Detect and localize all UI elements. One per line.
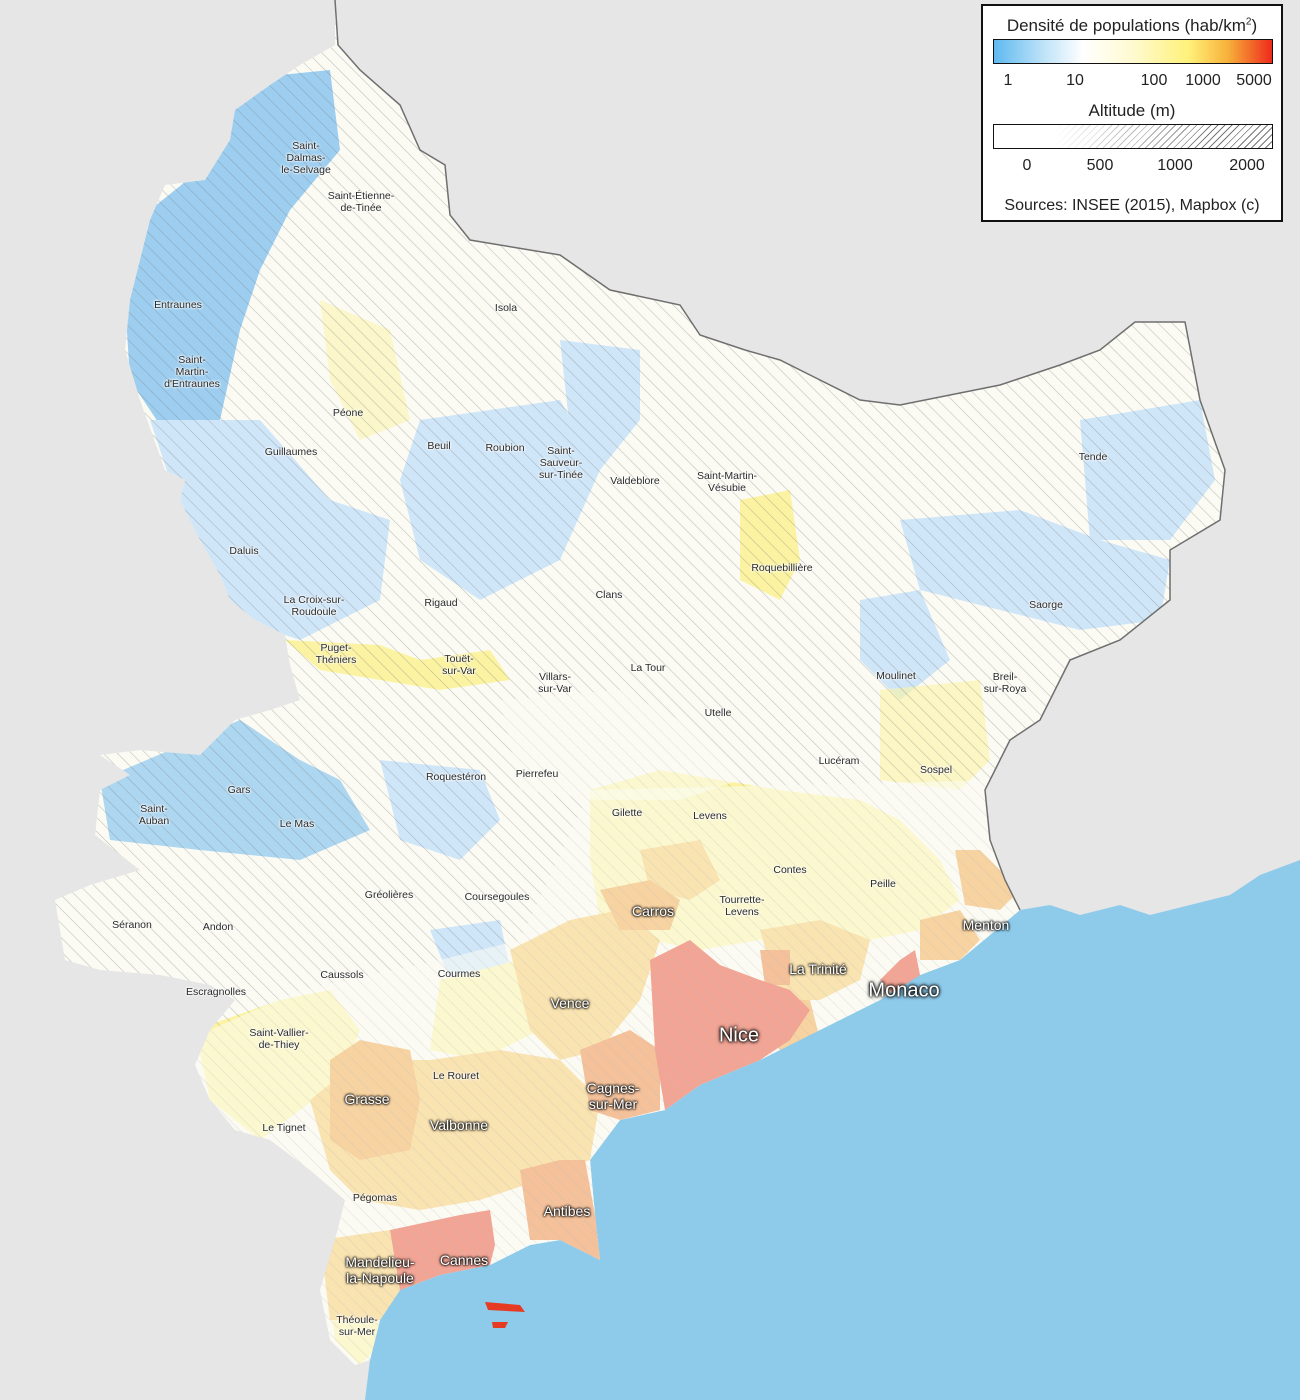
- altitude-hatch-bar: [993, 124, 1273, 149]
- place-label: Saint- Dalmas- le-Selvage: [281, 139, 331, 177]
- altitude-legend-title: Altitude (m): [1088, 101, 1176, 120]
- place-label: Cagnes- sur-Mer: [586, 1079, 640, 1112]
- place-label: Escragnolles: [185, 985, 247, 998]
- altitude-tick: 500: [1086, 157, 1114, 174]
- place-label: Pégomas: [352, 1191, 398, 1204]
- place-label: Monaco: [868, 979, 940, 1002]
- place-label: Gréolières: [364, 888, 414, 901]
- place-label: Gars: [227, 783, 251, 796]
- place-label: Tourrette- Levens: [719, 893, 765, 918]
- place-label: La Croix-sur- Roudoule: [283, 593, 345, 618]
- place-label: Saint- Sauveur- sur-Tinée: [539, 444, 583, 482]
- place-label: Le Rouret: [432, 1069, 480, 1082]
- place-label: Mandelieu- la-Napoule: [345, 1253, 415, 1286]
- legend: Densité de populations (hab/km2) 1 10 10…: [981, 4, 1283, 222]
- sources-note: Sources: INSEE (2015), Mapbox (c): [1004, 197, 1260, 214]
- altitude-tick: 2000: [1229, 157, 1265, 174]
- place-label: Gilette: [611, 806, 643, 819]
- place-label: Entraunes: [154, 298, 202, 311]
- place-label: Clans: [595, 588, 623, 601]
- place-label: Andon: [202, 920, 234, 933]
- density-tick: 100: [1140, 72, 1168, 89]
- altitude-tick: 1000: [1157, 157, 1193, 174]
- lerins-island-small: [492, 1322, 508, 1328]
- place-label: Roquestéron: [425, 770, 487, 783]
- place-label: Carros: [631, 902, 675, 919]
- place-label: Rigaud: [424, 596, 458, 609]
- place-label: Coursegoules: [464, 890, 530, 903]
- density-tick: 1000: [1185, 72, 1221, 89]
- place-label: Villars- sur-Var: [538, 670, 572, 695]
- place-label: Saint-Vallier- de-Thiey: [249, 1026, 309, 1051]
- altitude-tick: 0: [1022, 157, 1032, 174]
- place-label: Utelle: [704, 706, 732, 719]
- density-tick: 1: [1003, 72, 1013, 89]
- place-label: Caussols: [320, 968, 364, 981]
- place-label: Breil- sur-Roya: [983, 670, 1027, 695]
- place-label: Isola: [494, 301, 518, 314]
- place-label: Sospel: [919, 763, 953, 776]
- density-legend-title: Densité de populations (hab/km2): [1006, 16, 1258, 35]
- place-label: Séranon: [112, 918, 152, 931]
- place-label: Levens: [693, 809, 727, 822]
- place-label: Touët- sur-Var: [442, 652, 476, 677]
- place-label: Contes: [773, 863, 807, 876]
- place-label: La Trinité: [789, 960, 847, 977]
- density-color-bar: [993, 39, 1273, 64]
- place-label: Roquebillière: [751, 561, 813, 574]
- density-tick: 5000: [1236, 72, 1272, 89]
- place-label: Courmes: [437, 967, 481, 980]
- place-label: La Tour: [630, 661, 666, 674]
- place-label: Le Mas: [279, 817, 315, 830]
- place-label: Pierrefeu: [515, 767, 559, 780]
- place-label: Peille: [870, 877, 896, 890]
- place-label: Roubion: [485, 441, 525, 454]
- place-label: Saorge: [1029, 598, 1063, 611]
- place-label: Beuil: [427, 439, 451, 452]
- density-tick: 10: [1066, 72, 1084, 89]
- place-label: Lucéram: [818, 754, 860, 767]
- place-label: Nice: [718, 1024, 760, 1047]
- place-label: Daluis: [229, 544, 259, 557]
- place-label: Puget- Théniers: [315, 641, 357, 666]
- lerins-islands: [485, 1302, 525, 1312]
- place-label: Tende: [1078, 450, 1108, 463]
- place-label: Saint- Martin- d'Entraunes: [164, 353, 220, 391]
- place-label: Menton: [962, 916, 1010, 933]
- place-label: Valbonne: [429, 1116, 489, 1133]
- place-label: Valdeblore: [610, 474, 660, 487]
- place-label: Théoule- sur-Mer: [336, 1313, 378, 1338]
- place-label: Guillaumes: [264, 445, 318, 458]
- place-label: Vence: [550, 994, 590, 1011]
- department-border: [334, 0, 1226, 911]
- place-label: Antibes: [543, 1202, 591, 1219]
- place-label: Saint- Auban: [138, 802, 170, 827]
- place-label: Cannes: [439, 1251, 489, 1268]
- place-label: Le Tignet: [262, 1121, 306, 1134]
- place-label: Saint-Étienne- de-Tinée: [327, 189, 395, 214]
- place-label: Saint-Martin- Vésubie: [696, 469, 758, 494]
- place-label: Grasse: [344, 1090, 390, 1107]
- place-label: Péone: [332, 406, 364, 419]
- place-label: Moulinet: [876, 669, 916, 682]
- sea: [365, 860, 1300, 1400]
